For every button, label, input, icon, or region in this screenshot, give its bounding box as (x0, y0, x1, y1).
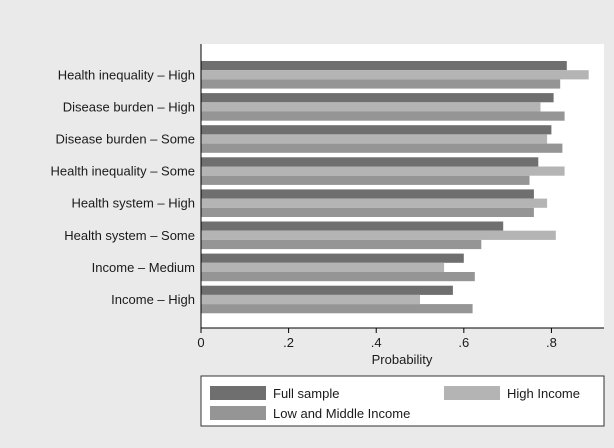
bar (201, 79, 561, 89)
legend-swatch (444, 386, 500, 400)
legend-box (200, 375, 605, 427)
bar (201, 207, 534, 217)
bar (201, 285, 453, 295)
legend-swatch (210, 386, 266, 400)
bar (201, 239, 482, 250)
category-label: Health inequality – Some (50, 164, 195, 179)
bar (201, 198, 548, 208)
category-label: Health system – Some (64, 228, 195, 243)
legend-label: Low and Middle Income (273, 406, 410, 421)
legend-items: Full sample High Income Low and Middle Inc… (210, 386, 580, 421)
bar (201, 221, 504, 231)
bar (201, 230, 556, 240)
bar (201, 175, 530, 185)
bar (201, 93, 554, 103)
x-tick-label: .8 (546, 335, 557, 350)
bar (201, 294, 420, 305)
bar (201, 157, 539, 167)
bar (201, 143, 563, 153)
bar (201, 125, 552, 135)
legend: Full sample High Income Low and Middle Inc… (200, 375, 605, 427)
bar (201, 253, 464, 263)
x-tick-label: 0 (197, 335, 204, 350)
bar (201, 272, 475, 282)
category-label: Health inequality – High (58, 67, 195, 82)
bar (201, 61, 567, 71)
x-tick-label: .2 (283, 335, 294, 350)
bar (201, 134, 548, 144)
category-label: Health system – High (71, 196, 195, 211)
bar (201, 304, 473, 314)
category-label: Disease burden – Some (56, 132, 195, 147)
legend-swatch (210, 406, 266, 420)
category-labels: Health inequality – High Disease burden –… (50, 67, 195, 307)
x-tick-label: .4 (371, 335, 382, 350)
bar (201, 189, 534, 199)
bars (201, 61, 589, 314)
bar (201, 111, 565, 121)
bar (201, 166, 565, 176)
bar (201, 262, 445, 272)
legend-label: High Income (507, 386, 580, 401)
x-tick-label: .6 (458, 335, 469, 350)
x-axis: 0 .2 .4 .6 .8 (197, 328, 557, 350)
category-label: Income – High (111, 292, 195, 307)
legend-label: Full sample (273, 386, 339, 401)
category-label: Income – Medium (92, 260, 195, 275)
x-axis-title: Probability (372, 352, 433, 367)
bar (201, 70, 589, 80)
category-label: Disease burden – High (63, 99, 195, 114)
bar (201, 102, 541, 112)
